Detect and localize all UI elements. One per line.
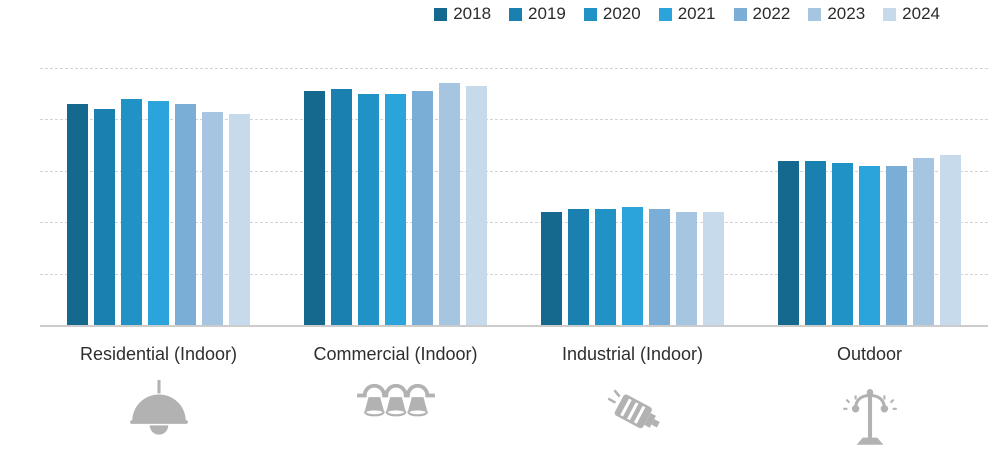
- legend-label: 2019: [528, 4, 566, 23]
- bar-2018: [304, 91, 325, 325]
- category-label-commercial: Commercial (Indoor): [313, 344, 478, 364]
- gridline: [40, 68, 988, 69]
- bar-2024: [466, 86, 487, 325]
- legend-item-2021: 2021: [658, 4, 716, 24]
- bar-2024: [940, 155, 961, 325]
- category-label-industrial: Industrial (Indoor): [561, 344, 704, 364]
- bar-2022: [649, 209, 670, 325]
- street-lamp-icon: [837, 380, 903, 452]
- legend-swatch: [883, 7, 897, 21]
- bar-2024: [229, 114, 250, 325]
- bar-2020: [595, 209, 616, 325]
- bar-2023: [202, 111, 223, 325]
- bar-2023: [676, 211, 697, 325]
- bar-2019: [331, 88, 352, 325]
- bar-2022: [175, 103, 196, 325]
- legend-swatch: [434, 7, 448, 21]
- bar-2019: [568, 209, 589, 325]
- legend-label: 2020: [602, 4, 641, 23]
- bar-2018: [541, 211, 562, 325]
- legend-label: 2024: [902, 4, 940, 23]
- legend-swatch: [658, 7, 672, 21]
- legend-swatch: [509, 7, 523, 21]
- flood-light-icon: [600, 380, 666, 446]
- legend-item-2023: 2023: [808, 4, 865, 24]
- track-lighting-icon: [356, 380, 436, 424]
- plot-area: [40, 68, 988, 327]
- gridline: [40, 119, 988, 121]
- legend-item-2019: 2019: [509, 4, 566, 24]
- bar-2022: [886, 165, 907, 325]
- gridline: [40, 170, 988, 172]
- bar-2024: [703, 211, 724, 325]
- legend-item-2018: 2018: [434, 4, 491, 24]
- bar-group: [541, 68, 724, 325]
- bar-group: [778, 68, 961, 325]
- bar-2021: [622, 206, 643, 325]
- legend: 2018 2019 2020 2021 2022 2023 2024: [0, 4, 940, 24]
- bar-2023: [913, 157, 934, 325]
- legend-item-2020: 2020: [583, 4, 641, 24]
- category-label-residential: Residential (Indoor): [79, 344, 238, 364]
- bar-2022: [412, 91, 433, 325]
- bar-2020: [358, 93, 379, 325]
- category-labels: Residential (Indoor) Commercial (Indoor)…: [40, 344, 988, 365]
- bar-groups: [40, 68, 988, 325]
- legend-swatch: [583, 7, 597, 21]
- legend-label: 2023: [827, 4, 866, 23]
- bar-2018: [67, 103, 88, 325]
- legend-label: 2021: [677, 4, 716, 23]
- bar-2019: [94, 109, 115, 325]
- pendant-lamp-icon: [129, 380, 188, 446]
- legend-item-2024: 2024: [883, 4, 940, 24]
- bar-2018: [778, 160, 799, 325]
- legend-label: 2022: [752, 4, 791, 23]
- gridline: [40, 222, 988, 224]
- legend-label: 2018: [453, 4, 492, 23]
- bar-2021: [148, 101, 169, 325]
- bar-group: [304, 68, 487, 325]
- legend-item-2022: 2022: [733, 4, 791, 24]
- bar-group: [67, 68, 250, 325]
- legend-swatch: [733, 7, 747, 21]
- bar-2020: [832, 163, 853, 325]
- category-icons: [40, 380, 988, 452]
- legend-swatch: [808, 7, 822, 21]
- bar-2021: [859, 165, 880, 325]
- bar-2019: [805, 160, 826, 325]
- bar-2020: [121, 98, 142, 325]
- bar-2023: [439, 83, 460, 325]
- category-label-outdoor: Outdoor: [836, 344, 903, 364]
- bar-2021: [385, 93, 406, 325]
- gridline: [40, 273, 988, 275]
